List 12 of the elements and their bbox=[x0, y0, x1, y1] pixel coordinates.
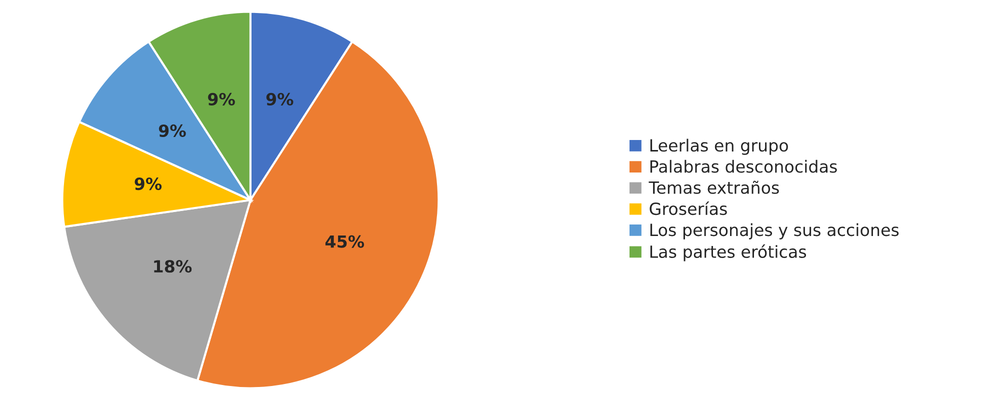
data-label: 9% bbox=[208, 92, 235, 106]
data-label: 9% bbox=[134, 177, 162, 190]
legend-label: Las partes eróticas bbox=[650, 244, 806, 262]
legend-label: Temas extraños bbox=[648, 180, 779, 194]
legend-label: Palabras desconocidas bbox=[650, 160, 837, 173]
data-label: 9% bbox=[158, 124, 186, 138]
legend-label: Los personajes y sus acciones bbox=[650, 223, 899, 240]
data-label: 45% bbox=[325, 235, 364, 248]
legend-label: Leerlas en grupo bbox=[650, 138, 788, 155]
legend-label: Groserías bbox=[650, 202, 727, 216]
data-label: 18% bbox=[154, 260, 192, 273]
data-label: 9% bbox=[266, 92, 294, 106]
